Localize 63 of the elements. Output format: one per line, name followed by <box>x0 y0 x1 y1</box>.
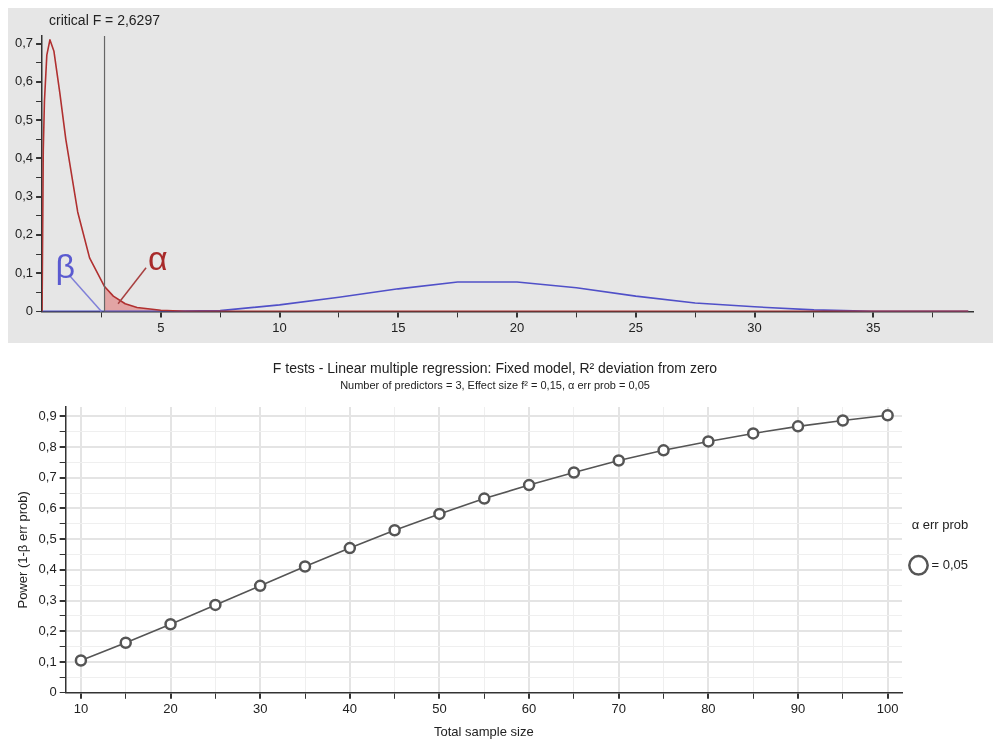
y-tick-label: 0,6 <box>14 73 34 89</box>
point <box>74 654 88 667</box>
point <box>881 409 894 422</box>
point <box>478 492 491 505</box>
y-tick-label: 0,3 <box>38 592 57 608</box>
point <box>253 579 267 593</box>
y-tick-label: 0,4 <box>14 149 34 165</box>
y-tick-label: 0 <box>25 302 34 318</box>
y-tick-label: 0,5 <box>38 530 57 546</box>
y-tick-label: 0,7 <box>38 469 57 485</box>
y-tick-label: 0,6 <box>38 499 57 515</box>
legend-title: α err prob <box>911 517 969 533</box>
point <box>343 541 357 555</box>
point <box>657 444 670 457</box>
point <box>836 414 850 427</box>
ref-line-label: critical F = 2,6297 <box>49 11 161 28</box>
x-tick-label: 10 <box>73 701 89 717</box>
x-tick-label: 10 <box>272 319 287 335</box>
x-tick-label: 35 <box>866 319 881 335</box>
x-tick-label: 50 <box>432 701 447 717</box>
x-axis-title: Total sample size <box>433 723 534 739</box>
x-tick-label: 5 <box>157 319 165 335</box>
y-tick-label: 0,4 <box>38 561 57 577</box>
y-tick-label: 0,8 <box>38 438 57 454</box>
point <box>702 435 715 448</box>
y-tick-label: 0,1 <box>38 653 57 669</box>
point <box>791 420 805 433</box>
x-tick-label: 25 <box>628 319 644 335</box>
point <box>388 523 401 537</box>
y-tick-label: 0,2 <box>38 622 57 638</box>
point <box>298 560 312 573</box>
point <box>209 598 222 612</box>
x-tick-label: 90 <box>790 701 806 717</box>
y-axis-title: Power (1-β err prob) <box>15 491 31 609</box>
point <box>522 478 536 492</box>
x-tick-label: 30 <box>747 319 762 335</box>
point <box>119 636 132 649</box>
point <box>164 618 177 631</box>
chart-subtitle: Number of predictors = 3, Effect size f² = 0,15, α err prob = 0,05 <box>340 379 650 392</box>
point <box>433 507 446 521</box>
annotation: α <box>148 239 168 278</box>
point <box>746 427 760 440</box>
chart-title: F tests - Linear multiple regression: Fixed model, R² deviation from zero <box>272 360 718 377</box>
y-tick-label: 0 <box>49 684 57 700</box>
x-tick-label: 40 <box>342 701 358 717</box>
y-tick-label: 0,9 <box>38 407 57 423</box>
x-tick-label: 70 <box>611 701 626 717</box>
x-tick-label: 15 <box>391 319 406 335</box>
x-tick-label: 30 <box>252 701 268 717</box>
y-tick-label: 0,2 <box>14 226 34 242</box>
point <box>612 454 625 467</box>
legend-label: = 0,05 <box>931 556 969 572</box>
x-tick-label: 100 <box>876 701 899 717</box>
y-tick-label: 0,5 <box>14 111 34 127</box>
y-tick-label: 0,7 <box>14 35 34 51</box>
x-tick-label: 80 <box>701 701 716 717</box>
annotation: β <box>55 246 75 285</box>
x-tick-label: 20 <box>509 319 525 335</box>
y-tick-label: 0,3 <box>14 188 34 204</box>
x-tick-label: 20 <box>163 701 178 717</box>
y-tick-label: 0,1 <box>14 264 34 280</box>
x-tick-label: 60 <box>521 701 537 717</box>
point <box>567 466 581 479</box>
